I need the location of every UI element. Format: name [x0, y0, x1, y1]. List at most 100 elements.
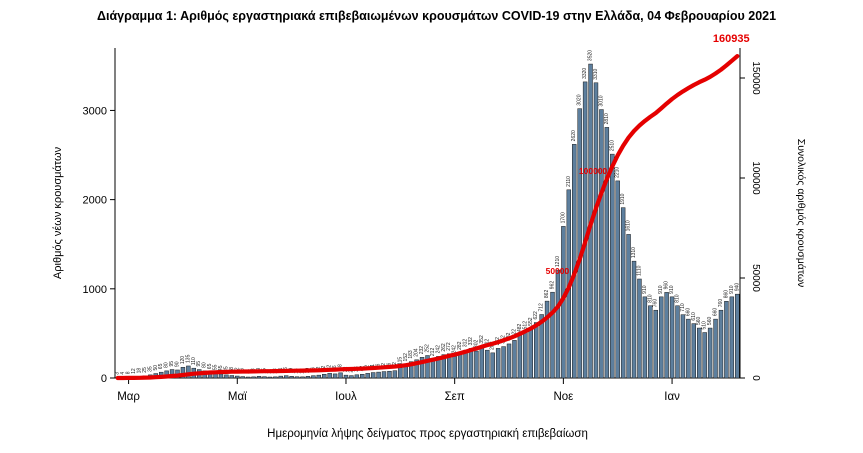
svg-text:2000: 2000	[83, 195, 107, 207]
svg-text:862: 862	[544, 290, 550, 299]
svg-text:Νοε: Νοε	[553, 391, 573, 403]
svg-text:552: 552	[528, 317, 534, 326]
svg-text:Ιαν: Ιαν	[664, 391, 680, 403]
svg-text:52: 52	[327, 365, 333, 371]
svg-text:25: 25	[142, 367, 148, 373]
svg-text:204: 204	[414, 348, 420, 357]
x-axis-title: Ημερομηνία λήψης δείγματος προς εργαστηρ…	[267, 428, 588, 440]
svg-text:3020: 3020	[577, 94, 583, 105]
svg-text:50: 50	[153, 365, 159, 371]
svg-text:660: 660	[713, 308, 719, 317]
svg-text:302: 302	[473, 340, 479, 349]
svg-text:1610: 1610	[626, 220, 632, 231]
svg-text:962: 962	[550, 281, 556, 290]
chart-title: Διάγραμμα 1: Αριθμός εργαστηριακά επιβεβ…	[97, 9, 777, 23]
svg-text:3000: 3000	[83, 105, 107, 117]
svg-text:910: 910	[658, 285, 664, 294]
svg-text:710: 710	[680, 303, 686, 312]
svg-text:242: 242	[435, 345, 441, 354]
svg-text:100000: 100000	[579, 166, 608, 176]
svg-text:2110: 2110	[566, 176, 572, 187]
svg-text:760: 760	[653, 299, 659, 308]
svg-text:50000: 50000	[546, 266, 570, 276]
svg-text:65: 65	[207, 363, 213, 369]
svg-text:120: 120	[180, 356, 186, 365]
svg-text:95: 95	[196, 361, 202, 367]
svg-text:940: 940	[734, 283, 740, 292]
svg-text:610: 610	[691, 312, 697, 321]
svg-text:1700: 1700	[560, 212, 566, 223]
svg-text:100000: 100000	[750, 161, 761, 195]
svg-text:352: 352	[479, 335, 485, 344]
svg-text:560: 560	[707, 316, 713, 325]
svg-text:560: 560	[696, 316, 702, 325]
svg-text:860: 860	[723, 290, 729, 299]
svg-text:622: 622	[533, 311, 539, 320]
svg-text:Σεπ: Σεπ	[445, 391, 465, 403]
svg-text:8: 8	[126, 371, 132, 374]
svg-text:110: 110	[191, 357, 197, 365]
svg-text:2810: 2810	[604, 113, 610, 124]
svg-text:312: 312	[463, 339, 469, 348]
svg-text:35: 35	[223, 366, 229, 372]
svg-text:252: 252	[425, 344, 431, 353]
svg-text:3010: 3010	[598, 95, 604, 106]
svg-text:45: 45	[218, 365, 224, 371]
svg-text:55: 55	[213, 364, 219, 370]
svg-text:4: 4	[120, 372, 126, 375]
svg-text:2210: 2210	[615, 167, 621, 178]
svg-text:Ιουλ: Ιουλ	[335, 391, 357, 403]
svg-text:2510: 2510	[609, 140, 615, 151]
svg-text:910: 910	[642, 285, 648, 294]
svg-text:312: 312	[484, 339, 490, 348]
svg-text:12: 12	[131, 368, 137, 374]
svg-text:910: 910	[669, 285, 675, 294]
svg-text:135: 135	[185, 354, 191, 363]
svg-text:332: 332	[468, 337, 474, 346]
svg-text:3310: 3310	[593, 68, 599, 79]
svg-text:0: 0	[101, 373, 107, 385]
svg-text:0: 0	[750, 375, 761, 381]
svg-text:50000: 50000	[750, 264, 761, 292]
svg-text:212: 212	[430, 348, 436, 357]
svg-text:80: 80	[164, 362, 170, 368]
svg-text:3: 3	[115, 372, 121, 375]
svg-text:152: 152	[403, 353, 409, 362]
svg-text:422: 422	[511, 329, 517, 338]
svg-text:910: 910	[729, 285, 735, 294]
svg-text:183: 183	[408, 350, 414, 359]
svg-text:262: 262	[441, 343, 447, 352]
svg-text:810: 810	[647, 294, 653, 303]
svg-text:18: 18	[136, 368, 142, 374]
svg-text:115: 115	[397, 357, 403, 365]
svg-text:Μαϊ: Μαϊ	[228, 391, 247, 403]
svg-text:1110: 1110	[636, 265, 642, 276]
svg-text:242: 242	[452, 345, 458, 354]
svg-text:232: 232	[419, 346, 425, 355]
svg-text:35: 35	[147, 366, 153, 372]
svg-text:660: 660	[685, 308, 691, 317]
svg-text:1910: 1910	[620, 193, 626, 204]
svg-text:1210: 1210	[555, 256, 561, 267]
svg-text:90: 90	[175, 361, 181, 367]
svg-text:482: 482	[517, 323, 523, 332]
svg-text:2620: 2620	[571, 130, 577, 141]
svg-text:3520: 3520	[588, 50, 594, 61]
svg-text:65: 65	[158, 363, 164, 369]
svg-text:160935: 160935	[713, 33, 750, 45]
svg-text:3320: 3320	[582, 68, 588, 79]
svg-text:58: 58	[338, 364, 344, 370]
svg-text:95: 95	[169, 361, 175, 367]
svg-text:510: 510	[702, 321, 708, 330]
svg-text:512: 512	[522, 321, 528, 330]
svg-text:1310: 1310	[631, 247, 637, 258]
svg-text:712: 712	[539, 303, 545, 312]
svg-text:282: 282	[457, 341, 463, 350]
svg-text:150000: 150000	[750, 61, 761, 95]
svg-text:Μαρ: Μαρ	[117, 391, 140, 403]
svg-text:80: 80	[202, 362, 208, 368]
svg-text:810: 810	[675, 294, 681, 303]
svg-text:1000: 1000	[83, 284, 107, 296]
